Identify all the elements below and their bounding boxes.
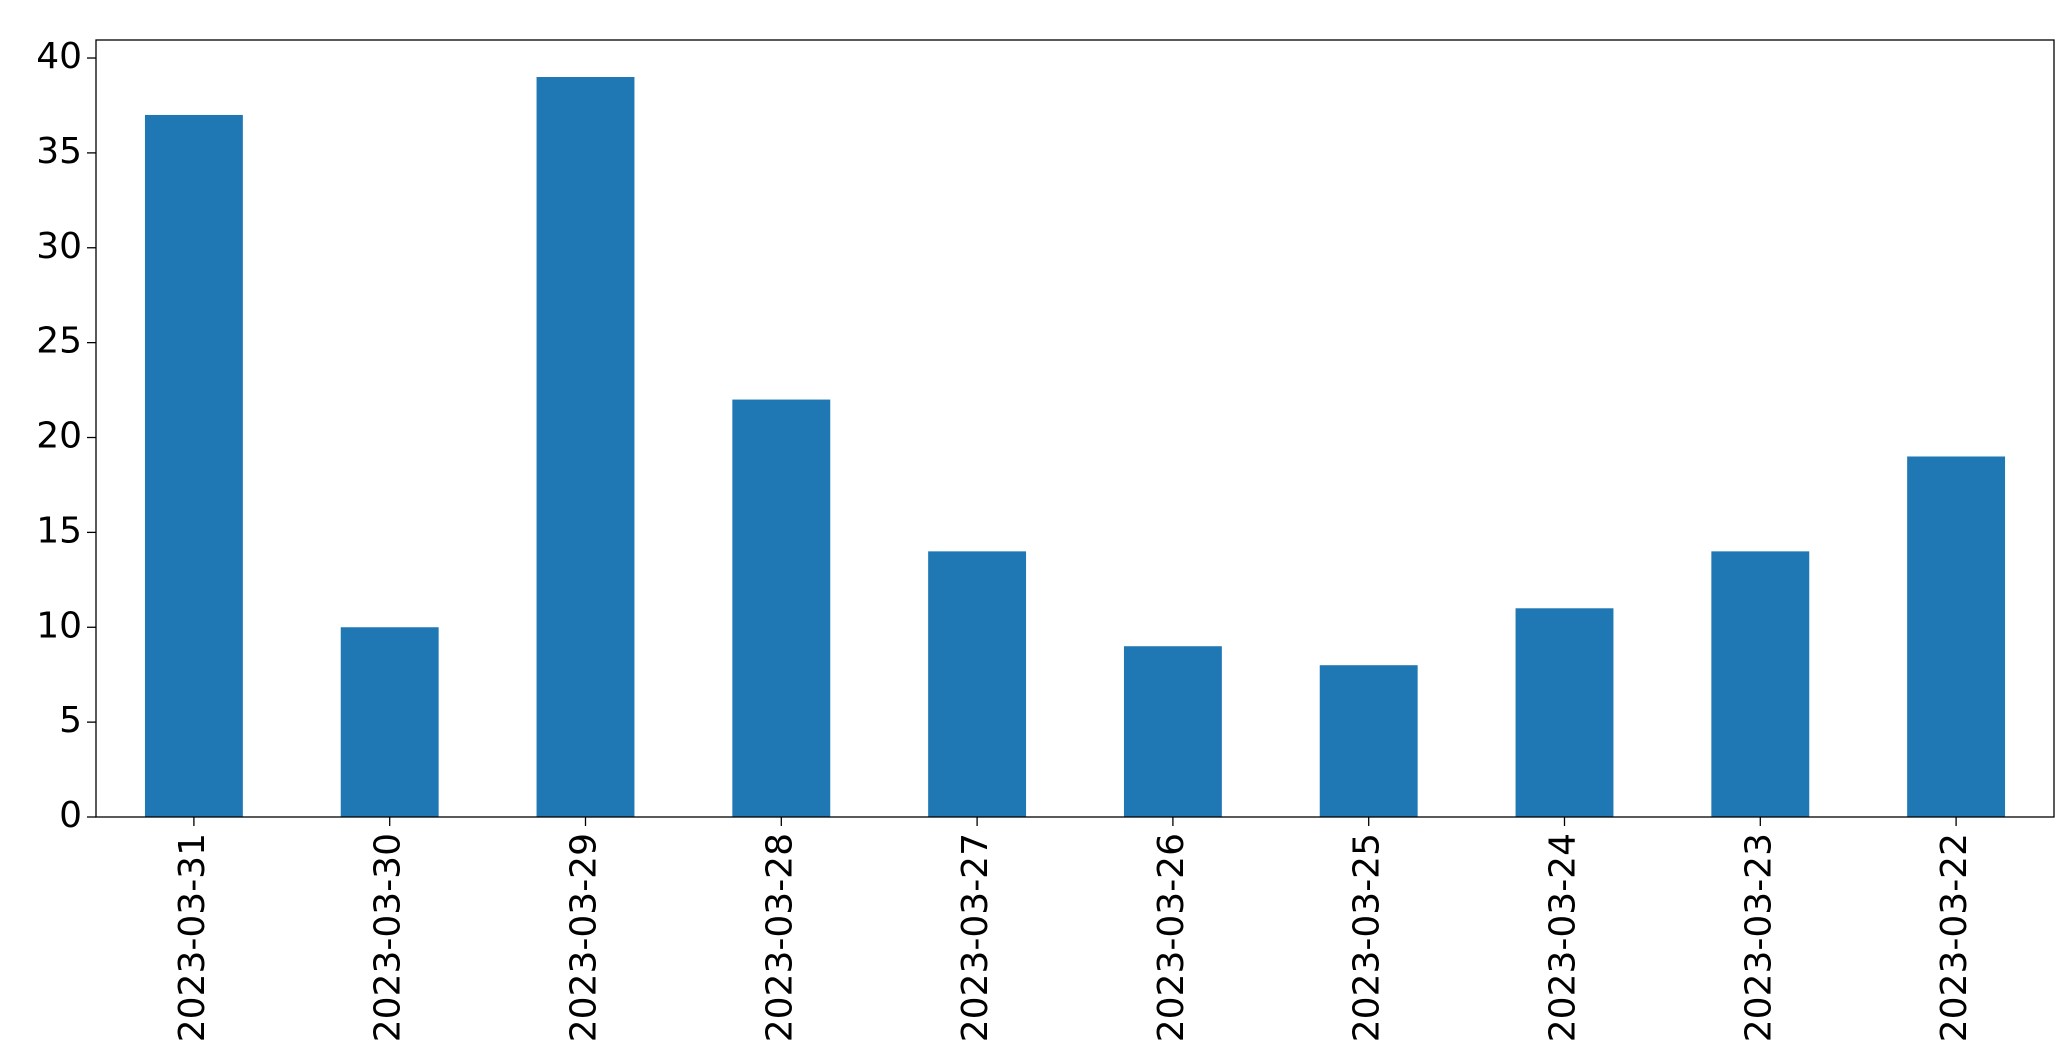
y-tick-label: 30 bbox=[36, 226, 82, 267]
y-tick-label: 0 bbox=[59, 795, 82, 836]
bar bbox=[340, 627, 439, 817]
x-tick-label: 2023-03-30 bbox=[368, 833, 409, 1042]
bar bbox=[1123, 646, 1222, 817]
y-tick-label: 20 bbox=[36, 416, 82, 457]
x-tick-label: 2023-03-25 bbox=[1347, 833, 1388, 1042]
x-tick-label: 2023-03-23 bbox=[1738, 833, 1779, 1042]
plot-frame bbox=[95, 39, 2055, 818]
bar bbox=[1319, 665, 1418, 817]
bar bbox=[536, 77, 635, 817]
x-tick-label: 2023-03-29 bbox=[564, 833, 605, 1042]
bar bbox=[928, 551, 1027, 817]
x-tick-label: 2023-03-24 bbox=[1543, 833, 1584, 1042]
x-tick-label: 2023-03-31 bbox=[172, 833, 213, 1042]
y-tick-label: 10 bbox=[36, 605, 82, 646]
bar bbox=[144, 114, 243, 817]
bar bbox=[1515, 608, 1614, 817]
x-tick-label: 2023-03-28 bbox=[759, 833, 800, 1042]
y-tick-label: 35 bbox=[36, 131, 82, 172]
x-tick-label: 2023-03-27 bbox=[955, 833, 996, 1042]
y-tick-label: 5 bbox=[59, 700, 82, 741]
y-tick-label: 15 bbox=[36, 510, 82, 551]
y-tick-label: 40 bbox=[36, 36, 82, 77]
bar bbox=[1711, 551, 1810, 817]
bar bbox=[1907, 456, 2006, 817]
x-tick-label: 2023-03-26 bbox=[1151, 833, 1192, 1042]
y-tick-label: 25 bbox=[36, 321, 82, 362]
bar bbox=[732, 399, 831, 817]
x-tick-label: 2023-03-22 bbox=[1934, 833, 1975, 1042]
